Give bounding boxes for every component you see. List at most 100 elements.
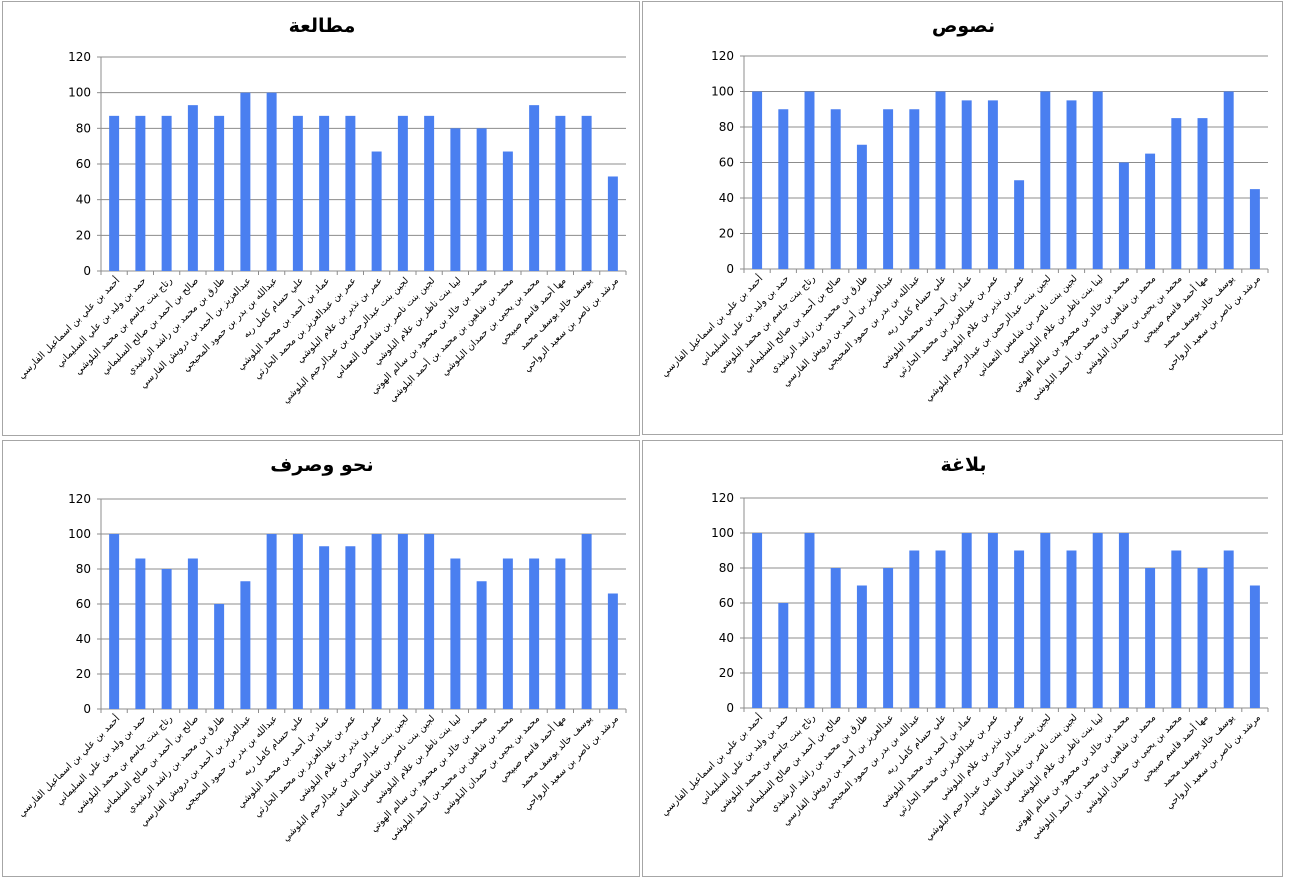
chart-title: نصوص <box>932 15 995 37</box>
bar <box>607 593 618 709</box>
y-tick-label: 0 <box>726 262 734 276</box>
bar <box>450 558 461 709</box>
y-tick-label: 40 <box>76 632 91 646</box>
bar <box>135 558 146 709</box>
bar <box>987 100 998 269</box>
bar <box>476 128 487 271</box>
y-tick-label: 120 <box>68 492 91 506</box>
bar <box>1197 118 1208 269</box>
chart-title: مطالعة <box>289 15 356 37</box>
bar <box>987 533 998 708</box>
bar <box>214 115 225 271</box>
bar <box>397 115 408 271</box>
bar <box>424 115 435 271</box>
y-tick-label: 20 <box>76 228 91 242</box>
y-tick-label: 60 <box>76 157 91 171</box>
bar <box>319 546 330 709</box>
bar <box>1118 533 1129 708</box>
y-tick-label: 100 <box>711 526 734 540</box>
bar <box>187 558 198 709</box>
chart-title: بلاغة <box>940 454 986 476</box>
bar <box>752 91 763 269</box>
y-tick-label: 80 <box>719 120 734 134</box>
chart-panel-balagha: بلاغة 0 20 40 60 80 100 120 أحمد بن علي بن اسماع… <box>642 440 1283 877</box>
bar <box>856 585 867 708</box>
bar <box>371 151 382 271</box>
bar <box>1223 550 1234 708</box>
bar <box>935 550 946 708</box>
bar <box>581 115 592 271</box>
bar <box>1014 180 1025 269</box>
bar <box>292 115 303 271</box>
y-tick-label: 20 <box>719 227 734 241</box>
bar <box>450 128 461 271</box>
bar <box>1014 550 1025 708</box>
chart-panel-nusus: نصوص 0 20 40 60 80 100 120 أحمد بن علي بن اسماعي… <box>642 1 1283 435</box>
bar <box>240 92 251 272</box>
bar <box>1145 568 1156 708</box>
bar <box>883 568 894 708</box>
bar <box>502 558 513 709</box>
bar <box>1092 91 1103 269</box>
bar <box>1066 100 1077 269</box>
y-tick-label: 120 <box>711 491 734 505</box>
bar <box>266 534 277 709</box>
y-tick-label: 20 <box>719 666 734 680</box>
bar <box>1197 568 1208 708</box>
y-tick-label: 20 <box>76 667 91 681</box>
chart-panel-nahw-sarf: نحو وصرف 0 20 40 60 80 100 120 أحمد بن علي بن اس… <box>2 440 640 877</box>
bar <box>778 603 789 708</box>
bar <box>1171 550 1182 708</box>
y-tick-label: 60 <box>76 597 91 611</box>
bar <box>266 92 277 272</box>
bar <box>424 534 435 709</box>
bar <box>830 568 841 708</box>
y-tick-label: 0 <box>83 702 91 716</box>
y-tick-label: 60 <box>719 596 734 610</box>
bar <box>109 534 120 709</box>
bar <box>1249 189 1260 269</box>
bar <box>1249 585 1260 708</box>
bar <box>371 534 382 709</box>
bar <box>529 558 540 709</box>
bar <box>529 105 540 272</box>
bar <box>1223 91 1234 269</box>
bar <box>240 581 251 709</box>
y-tick-label: 100 <box>68 86 91 100</box>
y-tick-label: 80 <box>76 562 91 576</box>
bar <box>581 534 592 709</box>
bar <box>961 100 972 269</box>
y-tick-label: 60 <box>719 156 734 170</box>
y-tick-label: 100 <box>711 85 734 99</box>
bar <box>909 109 920 269</box>
bar <box>109 115 120 271</box>
bar <box>1040 91 1051 269</box>
chart-panel-mutalaa: مطالعة 0 20 40 60 80 100 120 أحمد بن علي بن اسما… <box>2 1 640 436</box>
y-tick-label: 120 <box>68 50 91 64</box>
y-tick-label: 100 <box>68 527 91 541</box>
bar <box>1171 118 1182 269</box>
bar <box>1040 533 1051 708</box>
bar <box>830 109 841 269</box>
bar <box>345 115 356 271</box>
y-tick-label: 40 <box>76 193 91 207</box>
bar <box>804 91 815 269</box>
bar <box>555 115 566 271</box>
y-tick-label: 120 <box>711 49 734 63</box>
bar <box>1145 153 1156 269</box>
bar <box>607 176 618 271</box>
y-tick-label: 40 <box>719 191 734 205</box>
y-tick-label: 80 <box>719 561 734 575</box>
bar <box>752 533 763 708</box>
bar <box>161 115 172 271</box>
bar <box>1092 533 1103 708</box>
bar <box>856 144 867 269</box>
bar <box>909 550 920 708</box>
bar <box>292 534 303 709</box>
y-tick-label: 0 <box>83 264 91 278</box>
bar <box>187 105 198 272</box>
bar <box>804 533 815 708</box>
